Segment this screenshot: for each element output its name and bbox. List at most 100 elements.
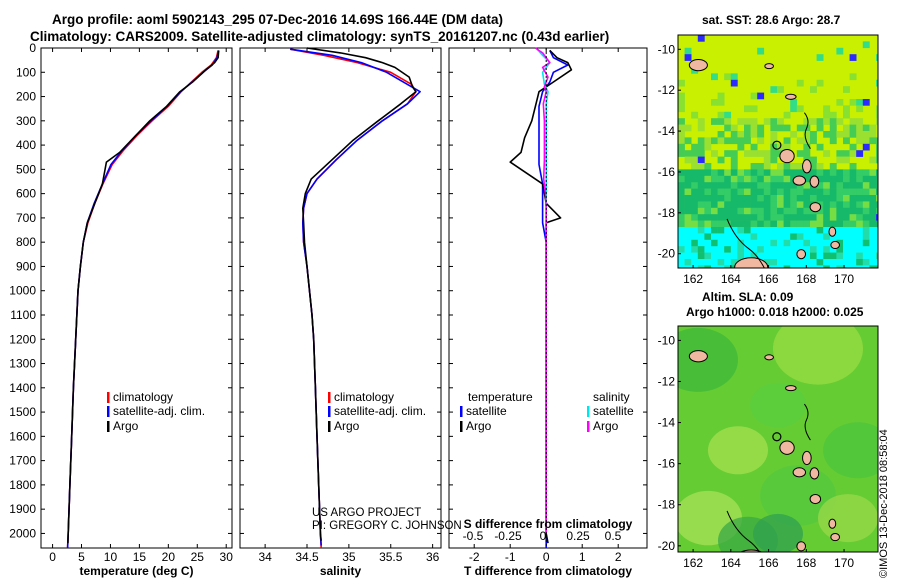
sst-cell	[856, 137, 864, 145]
sst-cell	[711, 137, 718, 145]
x-tick-label: 35	[342, 550, 356, 564]
sst-cell	[750, 246, 758, 253]
sst-cell	[862, 137, 870, 145]
sst-cell	[843, 111, 850, 119]
sst-cell	[849, 150, 857, 157]
island	[764, 63, 774, 70]
sst-cell	[704, 259, 712, 266]
sst-cell	[730, 207, 738, 215]
sst-cell	[816, 163, 824, 170]
sst-cell	[757, 169, 765, 177]
sst-cell	[796, 201, 804, 209]
sst-cell	[862, 195, 870, 202]
sst-cell	[816, 239, 824, 247]
island	[779, 148, 795, 164]
sst-cell	[717, 169, 725, 177]
sst-cell	[869, 188, 877, 196]
sst-cell	[678, 124, 685, 132]
sst-cell	[849, 143, 857, 151]
sst-cell	[869, 182, 877, 189]
map-y-tick-label: -14	[658, 124, 676, 138]
sst-cell	[684, 54, 692, 61]
map-y-tick-label: -20	[658, 539, 676, 553]
island	[828, 226, 837, 237]
sst-cell	[724, 124, 732, 132]
sst-cell	[691, 188, 699, 196]
profile-location-marker	[772, 140, 782, 150]
sst-cell	[697, 207, 705, 215]
map-x-tick-label: 168	[796, 556, 816, 570]
salinity-profile-panel: 34 34.5 35 35.5 36 salinity	[239, 47, 442, 578]
salinity-profile-frame	[239, 47, 442, 549]
sst-cell	[836, 47, 844, 55]
sst-cell	[704, 227, 712, 234]
reef-contour	[726, 510, 761, 552]
sst-cell	[836, 175, 844, 183]
sst-cell	[684, 124, 692, 132]
sst-cell	[684, 239, 692, 247]
sst-cell	[876, 54, 878, 61]
sst-cell	[777, 182, 784, 189]
sst-cell	[737, 207, 745, 215]
sst-cell	[810, 163, 817, 170]
sst-cell	[829, 214, 837, 221]
sst-cell	[816, 54, 824, 61]
sst-cell	[803, 259, 811, 266]
sst-cell	[744, 214, 751, 221]
island	[828, 518, 837, 529]
sst-cell	[843, 201, 850, 209]
sst-cell	[678, 131, 685, 138]
sst-cell	[849, 188, 857, 196]
sst-cell	[757, 239, 765, 247]
sst-cell	[678, 195, 685, 202]
sst-cell	[876, 259, 878, 266]
sst-cell	[849, 163, 857, 170]
sst-cell	[730, 124, 738, 132]
sst-cell	[796, 137, 804, 145]
sst-cell	[777, 188, 784, 196]
sst-cell	[763, 227, 771, 234]
sst-cell	[704, 252, 712, 260]
sst-cell	[796, 163, 804, 170]
sst-cell	[691, 156, 699, 164]
x-tick-label: 1	[579, 550, 586, 564]
sst-cell	[770, 137, 778, 145]
sst-cell	[770, 233, 778, 241]
sst-cell	[829, 195, 837, 202]
sst-cell	[856, 124, 864, 132]
sst-cell	[862, 188, 870, 196]
legend-t-satellite-swatch	[460, 406, 463, 417]
sla-anomaly-blob	[818, 494, 878, 543]
sla-anomaly-blob	[678, 327, 738, 392]
legend-climatology-swatch	[107, 392, 110, 403]
sla-map-frame	[677, 325, 879, 553]
sst-cell	[810, 118, 817, 125]
sst-cell	[803, 201, 811, 209]
sst-cell	[796, 195, 804, 202]
sst-cell	[849, 220, 857, 228]
sst-cell	[836, 99, 844, 106]
sst-cell	[810, 227, 817, 234]
sst-cell	[790, 182, 798, 189]
s-tick-label: 0.25	[566, 529, 590, 543]
sst-cell	[849, 175, 857, 183]
sst-cell	[737, 143, 745, 151]
sst-cell	[770, 227, 778, 234]
y-tick-label: 1800	[9, 478, 36, 492]
sst-cell	[783, 169, 791, 177]
sst-cell	[678, 265, 685, 268]
y-tick-label: 1400	[9, 381, 36, 395]
map-x-tick-label: 162	[683, 272, 703, 286]
sst-cell	[730, 195, 738, 202]
sst-cell	[810, 188, 817, 196]
sst-cell	[678, 92, 685, 100]
sst-cell	[862, 214, 870, 221]
sst-cell	[763, 169, 771, 177]
sst-cell	[810, 252, 817, 260]
sst-cell	[796, 220, 804, 228]
sst-cell	[757, 150, 765, 157]
figure-title-line1: Argo profile: aoml 5902143_295 07-Dec-20…	[52, 12, 503, 27]
sst-cell	[730, 137, 738, 145]
island	[764, 354, 774, 361]
sst-cell	[862, 175, 870, 183]
